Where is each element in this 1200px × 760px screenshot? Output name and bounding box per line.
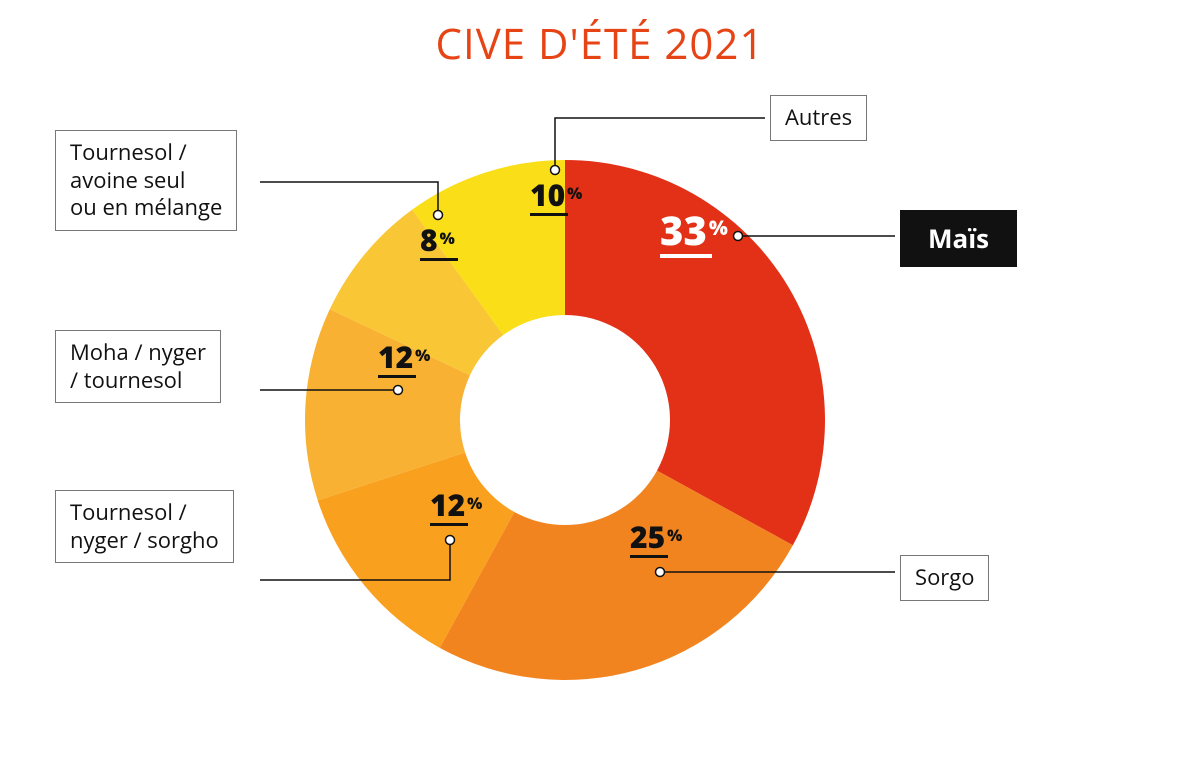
slice-percent: 12% xyxy=(430,490,482,520)
donut-chart: CIVE D'ÉTÉ 2021 33% 25% 12% 12% 8% 10% Maïs Sor… xyxy=(0,0,1200,760)
slice-label-box: Autres xyxy=(770,95,867,141)
slice-label-box: Tournesol /nyger / sorgho xyxy=(55,490,234,563)
leader-dot xyxy=(734,232,743,241)
slice-label-box: Sorgo xyxy=(900,555,989,601)
slice-percent: 8% xyxy=(420,225,455,255)
leader-line xyxy=(260,182,438,215)
slice-percent: 12% xyxy=(378,342,430,372)
slice-label-box: Moha / nyger/ tournesol xyxy=(55,330,221,403)
slice-percent: 10% xyxy=(530,180,582,210)
leader-dot xyxy=(446,536,455,545)
chart-title: CIVE D'ÉTÉ 2021 xyxy=(0,15,1200,72)
slice-percent: 25% xyxy=(630,522,682,552)
leader-dot xyxy=(394,386,403,395)
slice-label-box: Maïs xyxy=(900,210,1017,267)
leader-dot xyxy=(656,568,665,577)
slice-label-box: Tournesol /avoine seulou en mélange xyxy=(55,130,237,231)
slice-percent: 33% xyxy=(660,210,728,250)
